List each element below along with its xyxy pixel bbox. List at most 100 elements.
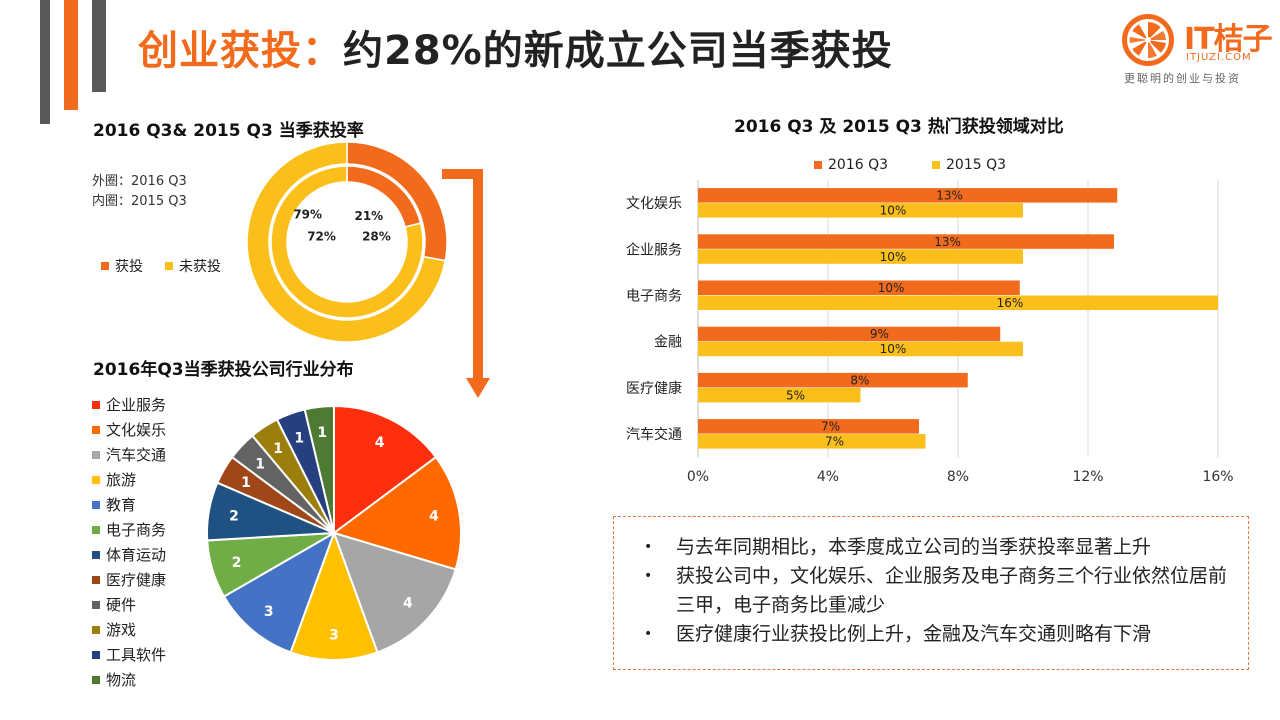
notes-box: • 与去年同期相比，本季度成立公司的当季获投率显著上升 • 获投公司中，文化娱乐、企… [613, 516, 1249, 670]
bar-2016-3 [698, 326, 1001, 342]
connector-arrow-icon [442, 169, 490, 398]
note-text: 医疗健康行业获投比例上升，金融及汽车交通则略有下滑 [676, 623, 1152, 645]
pie-slice-label-4: 3 [264, 604, 274, 620]
pie-legend-swatch [92, 425, 100, 434]
bar-2016-4 [698, 372, 968, 388]
bar-label-2016-0: 13% [936, 189, 963, 203]
bar-xtick-label-0: 0% [687, 469, 709, 485]
page-title-rest: 约28%的新成立公司当季获投 [343, 28, 893, 74]
bar-legend-swatch-2015 [932, 161, 940, 169]
donut-legend-label-invested: 获投 [115, 259, 143, 275]
donut-outer-segment-1 [246, 141, 447, 343]
bar-label-2015-1: 10% [880, 250, 907, 264]
pie-legend-item: 文化娱乐 [92, 417, 202, 442]
bar-label-2016-5: 7% [821, 420, 840, 434]
pie-slice-label-1: 4 [429, 508, 439, 524]
pie-legend-item: 游戏 [92, 617, 202, 642]
pie-legend-item: 教育 [92, 492, 202, 517]
donut-note-inner: 内圈：2015 Q3 [92, 194, 187, 209]
bar-2016-5 [698, 419, 919, 434]
note-item: • 与去年同期相比，本季度成立公司的当季获投率显著上升 [644, 533, 1228, 562]
pie-legend: 企业服务文化娱乐汽车交通旅游教育电子商务体育运动医疗健康硬件游戏工具软件物流 [92, 392, 202, 692]
pie-legend-label: 体育运动 [106, 546, 167, 564]
donut-inner-label-0: 21% [354, 209, 383, 223]
pie-legend-label: 医疗健康 [106, 571, 167, 589]
donut-note-outer: 外圈：2016 Q3 [92, 174, 187, 189]
pie-legend-label: 企业服务 [106, 396, 167, 414]
bullet-icon: • [644, 626, 653, 642]
decor-bar-gray-left [40, 0, 50, 124]
pie-slice-2 [332, 531, 457, 654]
pie-legend-swatch [92, 500, 100, 509]
bar-2015-0 [698, 203, 1023, 218]
page-title-highlight: 创业获投： [138, 28, 343, 74]
pie-slice-0 [333, 404, 438, 535]
pie-legend-label: 文化娱乐 [106, 421, 167, 439]
bar-label-2015-2: 16% [997, 296, 1024, 310]
pie-legend-item: 硬件 [92, 592, 202, 617]
donut-chart-title: 2016 Q3& 2015 Q3 当季获投率 [93, 121, 364, 141]
bar-2016-0 [698, 188, 1118, 203]
note-text: 与去年同期相比，本季度成立公司的当季获投率显著上升 [676, 536, 1152, 558]
pie-legend-item: 企业服务 [92, 392, 202, 417]
bar-label-2016-4: 8% [850, 373, 869, 387]
pie-legend-swatch [92, 450, 100, 459]
pie-slice-label-8: 1 [255, 456, 265, 472]
pie-legend-label: 旅游 [106, 471, 137, 489]
pie-legend-item: 汽车交通 [92, 442, 202, 467]
donut-legend-invested: 获投 [101, 256, 143, 276]
bullet-icon: • [644, 539, 653, 555]
bar-xtick-label-2: 8% [947, 469, 969, 485]
pie-slice-4 [222, 530, 336, 654]
bar-legend-2016: 2016 Q3 [814, 157, 888, 173]
bar-category-label-2: 电子商务 [626, 289, 682, 305]
donut-inner-label-1: 79% [293, 207, 322, 221]
pie-slice-label-11: 1 [317, 425, 327, 441]
bar-category-label-3: 金融 [654, 335, 682, 351]
pie-legend-swatch [92, 625, 100, 634]
pie-slice-label-6: 2 [229, 508, 239, 524]
decor-bar-orange [64, 0, 78, 110]
pie-legend-label: 工具软件 [106, 646, 167, 664]
bar-2015-5 [698, 434, 926, 449]
pie-legend-label: 教育 [106, 496, 137, 514]
bar-category-label-0: 文化娱乐 [626, 196, 682, 212]
bar-legend-2015: 2015 Q3 [932, 157, 1006, 173]
bullet-icon: • [644, 568, 653, 584]
pie-legend-item: 旅游 [92, 467, 202, 492]
pie-legend-label: 游戏 [106, 621, 137, 639]
logo-domain: ITJUZI.COM [1186, 52, 1252, 63]
pie-legend-swatch [92, 600, 100, 609]
bar-2016-1 [698, 234, 1114, 249]
donut-outer-label-1: 72% [307, 230, 336, 244]
pie-legend-item: 医疗健康 [92, 567, 202, 592]
bar-label-2015-0: 10% [880, 204, 907, 218]
donut-chart: 28% 72% 21% 79% [246, 141, 448, 343]
pie-legend-swatch [92, 650, 100, 659]
donut-legend-swatch-invested [101, 262, 109, 270]
pie-slice-label-7: 1 [241, 475, 251, 491]
bar-category-label-1: 企业服务 [626, 241, 682, 258]
pie-legend-swatch [92, 575, 100, 584]
logo-wordmark: IT桔子 [1184, 22, 1273, 57]
page-title: 创业获投：约28%的新成立公司当季获投 [138, 18, 893, 76]
bar-chart-title: 2016 Q3 及 2015 Q3 热门获投领域对比 [734, 117, 1064, 137]
donut-legend-swatch-not-invested [165, 262, 173, 270]
pie-slice-label-10: 1 [294, 431, 304, 447]
donut-inner-segment-1 [270, 165, 424, 319]
pie-legend-item: 工具软件 [92, 642, 202, 667]
bar-legend-label-2015: 2015 Q3 [946, 157, 1007, 173]
bar-label-2016-1: 13% [934, 235, 961, 249]
pie-legend-label: 物流 [106, 671, 137, 689]
pie-legend-label: 电子商务 [106, 521, 167, 539]
pie-legend-swatch [92, 400, 100, 409]
bar-label-2016-2: 10% [878, 281, 905, 295]
decor-bar-gray-right [92, 0, 106, 92]
logo-tagline: 更聪明的创业与投资 [1124, 72, 1241, 85]
pie-slice-label-3: 3 [329, 628, 339, 644]
bar-label-2015-3: 10% [880, 342, 907, 356]
pie-slice-label-0: 4 [375, 435, 385, 451]
pie-slice-label-9: 1 [273, 441, 283, 457]
bar-legend-label-2016: 2016 Q3 [828, 157, 889, 173]
